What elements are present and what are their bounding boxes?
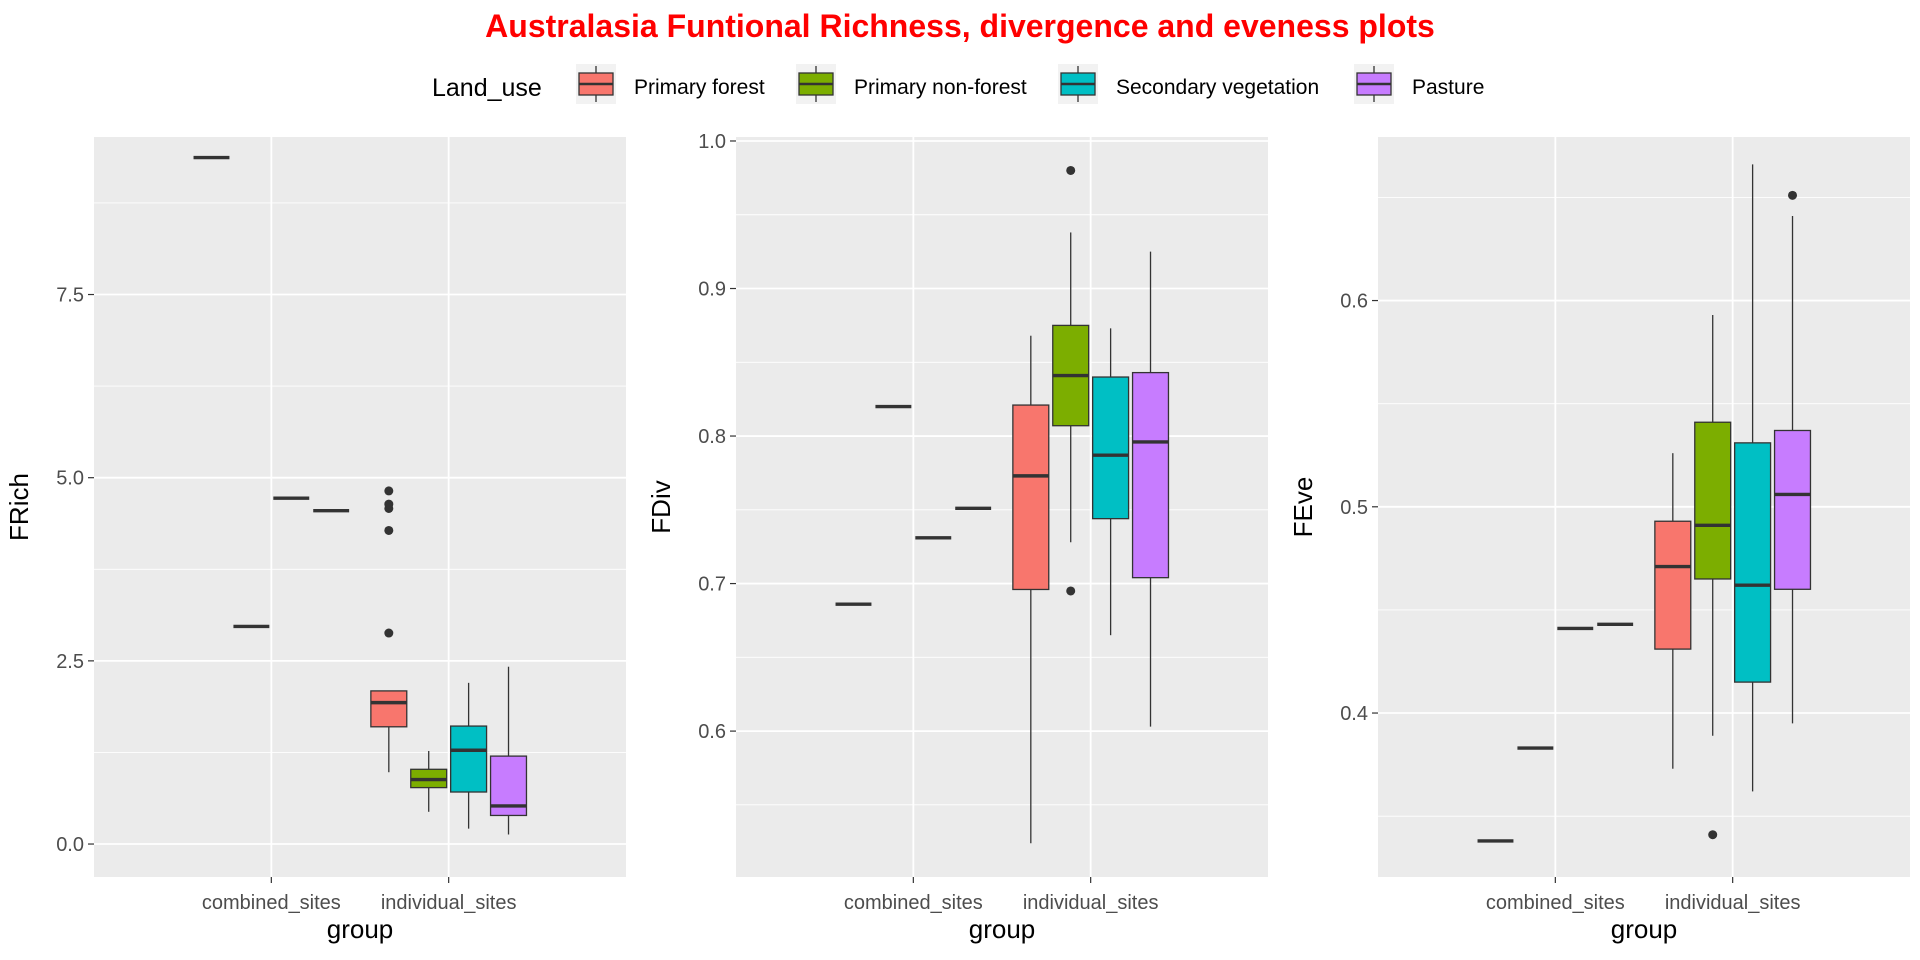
- panels: 0.0 2.5 5.0 7.5 combined_sites individual_sit…: [4, 131, 1910, 944]
- x-tick-label: individual_sites: [1023, 892, 1159, 914]
- y-axis-title: FRich: [4, 473, 34, 541]
- legend-label: Primary forest: [634, 76, 765, 99]
- box-individual_sites-pasture: [1773, 190, 1812, 724]
- box-body: [1773, 429, 1812, 590]
- legend-label: Pasture: [1412, 76, 1484, 99]
- box-individual_sites-primary-forest: [1012, 335, 1050, 844]
- x-axis-title: group: [327, 914, 394, 944]
- x-tick-label: combined_sites: [844, 892, 983, 914]
- box-individual_sites-secondary-vegetation: [450, 682, 488, 829]
- x-axis-title: group: [969, 914, 1036, 944]
- outlier-point: [384, 486, 394, 496]
- box-individual_sites-secondary-vegetation: [1734, 164, 1772, 792]
- box-body: [1694, 421, 1732, 580]
- box-individual_sites-primary-forest: [370, 486, 408, 773]
- x-tick-label: combined_sites: [1486, 892, 1625, 914]
- x-tick-label: combined_sites: [202, 892, 341, 914]
- box-individual_sites-pasture: [489, 666, 528, 835]
- box-body: [1654, 520, 1692, 650]
- legend-entry: Primary non-forest: [796, 64, 1027, 104]
- y-axis-title: FEve: [1288, 477, 1318, 538]
- box-body: [1131, 371, 1170, 579]
- panel-background: [736, 137, 1268, 877]
- outlier-point: [384, 525, 394, 535]
- legend-entry: Primary forest: [576, 64, 765, 104]
- box-individual_sites-primary-non-forest: [1052, 165, 1090, 596]
- legend-title: Land_use: [432, 74, 542, 102]
- box-body: [1012, 404, 1050, 591]
- box-individual_sites-primary-forest: [1654, 453, 1692, 769]
- y-tick-label: 0.9: [698, 279, 726, 301]
- panel-frich: 0.0 2.5 5.0 7.5 combined_sites individual_sit…: [4, 137, 626, 944]
- y-tick-label: 2.5: [56, 651, 84, 673]
- outlier-point: [384, 499, 394, 509]
- outlier-point: [1788, 190, 1798, 200]
- box-individual_sites-primary-non-forest: [410, 750, 448, 812]
- outlier-point: [384, 628, 394, 638]
- y-tick-label: 0.4: [1340, 703, 1368, 725]
- y-tick-label: 5.0: [56, 468, 84, 490]
- box-body: [370, 690, 408, 728]
- y-tick-label: 0.6: [698, 721, 726, 743]
- y-tick-label: 0.6: [1340, 291, 1368, 313]
- y-tick-label: 1.0: [698, 131, 726, 153]
- legend: Land_use Primary forest Primary non-forest…: [432, 64, 1484, 104]
- y-tick-label: 0.0: [56, 834, 84, 856]
- x-tick-label: individual_sites: [381, 892, 517, 914]
- legend-label: Secondary vegetation: [1116, 76, 1319, 99]
- x-tick-label: individual_sites: [1665, 892, 1801, 914]
- panel-feve: 0.4 0.5 0.6 combined_sites individual_sitesg…: [1288, 137, 1910, 944]
- legend-label: Primary non-forest: [854, 76, 1027, 99]
- legend-entry: Pasture: [1354, 64, 1484, 104]
- y-axis-title: FDiv: [646, 480, 676, 533]
- chart-title: Australasia Funtional Richness, divergen…: [485, 8, 1435, 44]
- box-individual_sites-primary-non-forest: [1694, 314, 1732, 840]
- box-individual_sites-pasture: [1131, 251, 1170, 727]
- box-individual_sites-secondary-vegetation: [1092, 328, 1130, 636]
- y-tick-label: 7.5: [56, 285, 84, 307]
- x-axis-title: group: [1611, 914, 1678, 944]
- outlier-point: [1066, 165, 1076, 175]
- y-tick-label: 0.8: [698, 426, 726, 448]
- legend-entry: Secondary vegetation: [1058, 64, 1319, 104]
- box-body: [450, 725, 488, 793]
- panel-background: [94, 137, 626, 877]
- panel-fdiv: 0.6 0.7 0.8 0.9 1.0 combined_sites individual_…: [646, 131, 1268, 944]
- y-tick-label: 0.7: [698, 574, 726, 596]
- y-tick-label: 0.5: [1340, 497, 1368, 519]
- outlier-point: [1708, 830, 1718, 840]
- box-body: [1092, 376, 1130, 520]
- box-body: [1734, 442, 1772, 683]
- outlier-point: [1066, 586, 1076, 596]
